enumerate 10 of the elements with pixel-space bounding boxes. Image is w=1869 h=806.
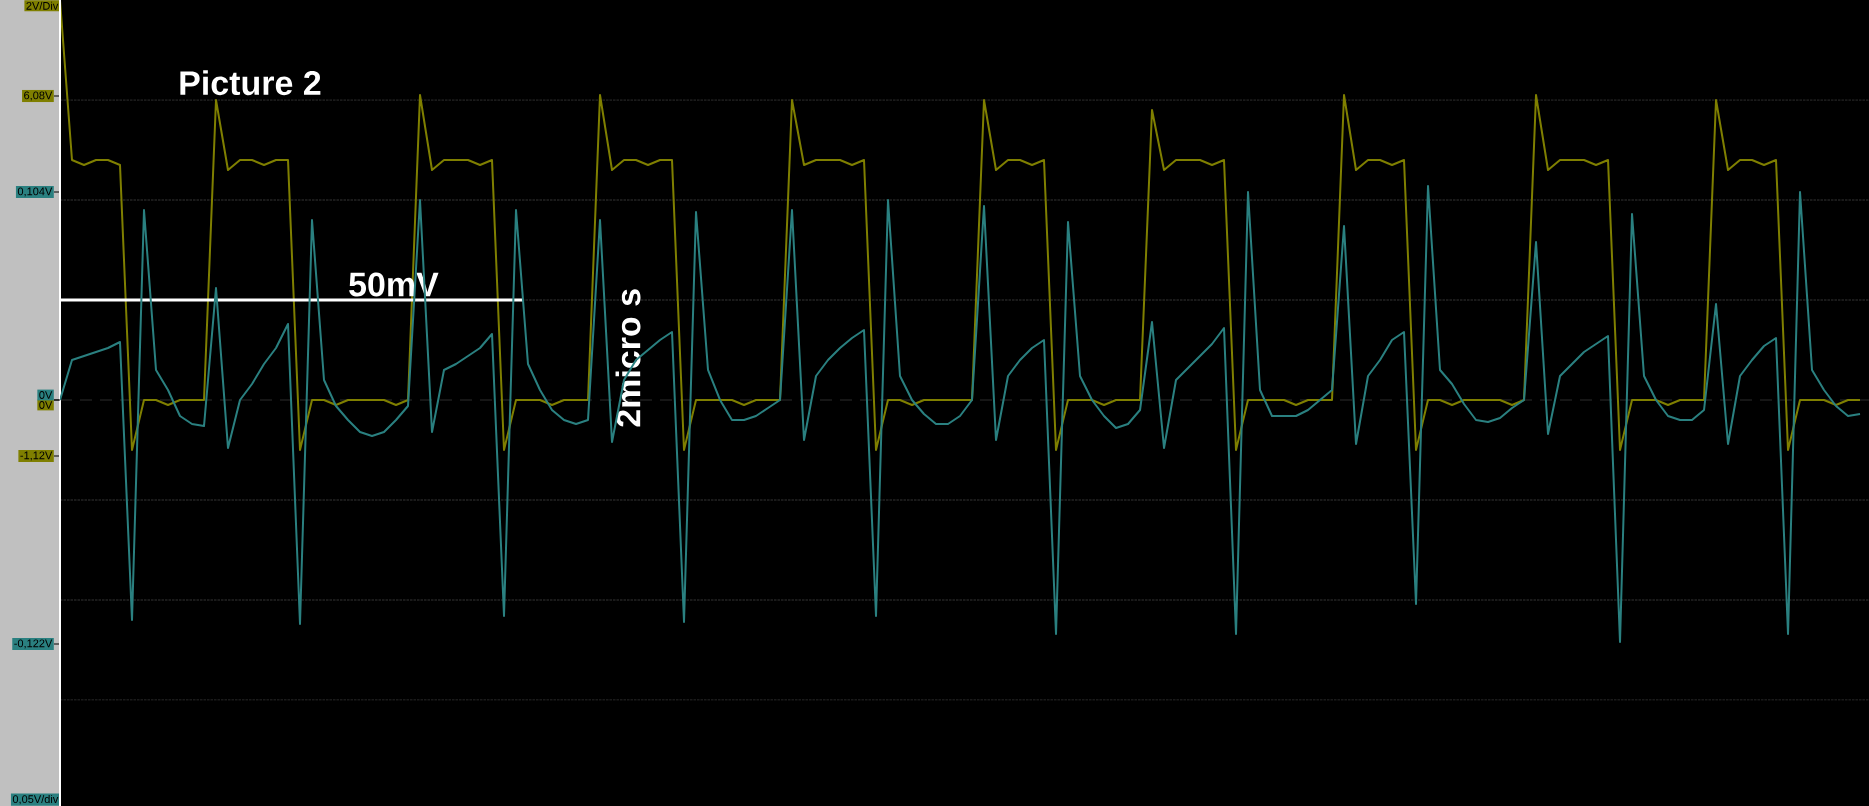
y-axis-title: 2V/Div: [26, 1, 59, 10]
text: 0,05V/div: [12, 794, 59, 805]
y2-tick-label: 0,104V: [17, 187, 53, 197]
y-tick-label: 6,08V: [24, 91, 53, 101]
annotation: 2micro s: [615, 289, 641, 427]
ref-line-label: 50mV: [349, 272, 439, 297]
text: Picture 2: [180, 70, 321, 96]
y-tick-label: -1,12V: [20, 451, 53, 461]
y2-tick-label: -0,122V: [14, 639, 53, 649]
y-tick-label: 0V: [39, 401, 53, 409]
